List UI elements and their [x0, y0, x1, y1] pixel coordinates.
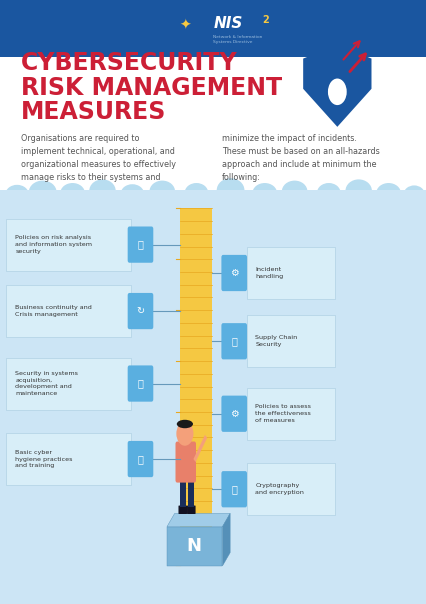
FancyBboxPatch shape — [6, 358, 130, 410]
Text: Organisations are required to
implement technical, operational, and
organization: Organisations are required to implement … — [21, 134, 176, 182]
FancyBboxPatch shape — [179, 480, 185, 507]
Ellipse shape — [149, 181, 175, 202]
FancyBboxPatch shape — [0, 0, 426, 57]
FancyBboxPatch shape — [221, 255, 246, 291]
FancyBboxPatch shape — [0, 190, 426, 604]
Polygon shape — [302, 45, 371, 127]
FancyBboxPatch shape — [221, 396, 246, 432]
FancyBboxPatch shape — [180, 208, 212, 565]
FancyBboxPatch shape — [188, 480, 194, 507]
Ellipse shape — [121, 184, 144, 204]
Text: Basic cyber
hygiene practices
and training: Basic cyber hygiene practices and traini… — [15, 450, 73, 468]
Text: 🛡: 🛡 — [137, 379, 143, 388]
FancyBboxPatch shape — [221, 323, 246, 359]
FancyBboxPatch shape — [247, 247, 335, 299]
Text: ✦: ✦ — [179, 19, 191, 33]
Ellipse shape — [6, 185, 29, 204]
FancyBboxPatch shape — [6, 433, 130, 485]
FancyBboxPatch shape — [6, 285, 130, 337]
Polygon shape — [167, 513, 230, 527]
Ellipse shape — [216, 178, 244, 202]
Ellipse shape — [316, 183, 340, 202]
Text: NIS: NIS — [213, 16, 242, 31]
Ellipse shape — [29, 181, 56, 204]
Ellipse shape — [60, 183, 85, 204]
Circle shape — [327, 79, 346, 105]
FancyBboxPatch shape — [127, 293, 153, 329]
Text: 🔗: 🔗 — [231, 336, 236, 346]
Text: minimize the impact of incidents.
These must be based on an all-hazards
approach: minimize the impact of incidents. These … — [222, 134, 379, 182]
Text: Security in systems
acquisition,
development and
maintenance: Security in systems acquisition, develop… — [15, 371, 78, 396]
Text: ↻: ↻ — [136, 306, 144, 316]
Text: Policies on risk analysis
and information system
security: Policies on risk analysis and informatio… — [15, 236, 92, 254]
Text: ⚙: ⚙ — [229, 268, 238, 278]
Ellipse shape — [403, 185, 424, 204]
Ellipse shape — [345, 179, 371, 202]
FancyBboxPatch shape — [187, 506, 195, 514]
Polygon shape — [222, 513, 230, 566]
Text: N: N — [186, 538, 201, 555]
Circle shape — [176, 422, 193, 446]
FancyBboxPatch shape — [175, 442, 196, 483]
Text: RISK MANAGEMENT: RISK MANAGEMENT — [21, 76, 282, 100]
Text: 🔒: 🔒 — [231, 484, 236, 494]
FancyBboxPatch shape — [221, 471, 246, 507]
FancyBboxPatch shape — [127, 365, 153, 402]
FancyBboxPatch shape — [127, 441, 153, 477]
FancyBboxPatch shape — [0, 190, 426, 220]
FancyBboxPatch shape — [6, 219, 130, 271]
Ellipse shape — [89, 179, 115, 202]
Text: MEASURES: MEASURES — [21, 100, 166, 124]
Text: CYBERSECURITY: CYBERSECURITY — [21, 51, 237, 76]
Text: Supply Chain
Security: Supply Chain Security — [255, 335, 296, 347]
Polygon shape — [193, 435, 207, 462]
FancyBboxPatch shape — [247, 388, 335, 440]
FancyBboxPatch shape — [247, 463, 335, 515]
Text: Network & Information
Systems Directive: Network & Information Systems Directive — [213, 35, 262, 44]
Text: Business continuity and
Crisis management: Business continuity and Crisis managemen… — [15, 305, 92, 317]
FancyBboxPatch shape — [178, 506, 187, 514]
FancyBboxPatch shape — [247, 315, 335, 367]
Ellipse shape — [176, 420, 193, 428]
Ellipse shape — [184, 183, 208, 202]
Text: 🧹: 🧹 — [137, 454, 143, 464]
Ellipse shape — [375, 183, 400, 204]
Ellipse shape — [281, 181, 307, 202]
Ellipse shape — [252, 183, 276, 204]
Text: Policies to assess
the effectiveness
of measures: Policies to assess the effectiveness of … — [255, 405, 311, 423]
Text: 🔍: 🔍 — [137, 240, 143, 249]
FancyBboxPatch shape — [127, 226, 153, 263]
Text: Cryptography
and encryption: Cryptography and encryption — [255, 483, 303, 495]
Text: Incident
handling: Incident handling — [255, 267, 283, 279]
Text: 2: 2 — [262, 14, 269, 25]
FancyBboxPatch shape — [167, 527, 222, 566]
Text: ⚙: ⚙ — [229, 409, 238, 419]
